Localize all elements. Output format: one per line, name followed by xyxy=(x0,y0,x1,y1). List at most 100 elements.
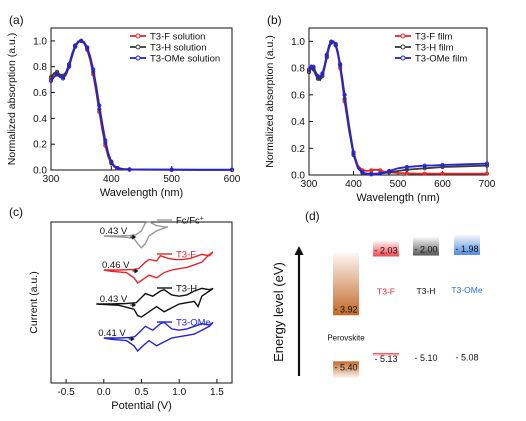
panel-label-3: (d) xyxy=(305,209,320,223)
series-point xyxy=(404,171,409,176)
series-point xyxy=(378,171,383,176)
homo-value-label: - 5.08 xyxy=(455,352,478,362)
homo-value-label: - 5.13 xyxy=(374,354,397,364)
lumo-bar-3 xyxy=(454,235,480,255)
series-point xyxy=(306,70,312,75)
series-point xyxy=(67,64,72,69)
series-point xyxy=(48,74,54,80)
x-tick-label: 500 xyxy=(390,179,407,190)
lumo-bar-2 xyxy=(413,237,439,256)
series-point xyxy=(311,64,316,69)
y-tick-label: 0.0 xyxy=(291,171,305,182)
y-tick-label: 0.4 xyxy=(33,114,47,125)
series-point xyxy=(360,170,365,175)
series-point xyxy=(54,72,60,77)
onset-label-0: 0.43 V xyxy=(100,226,128,237)
series-point xyxy=(85,45,90,50)
x-tick-label: 300 xyxy=(301,179,318,190)
legend-entry: T3-OMe xyxy=(176,318,211,329)
legend-marker xyxy=(400,55,406,61)
homo-bar-1 xyxy=(373,352,399,356)
panel-label-1: (b) xyxy=(267,13,282,27)
x-tick-label: 700 xyxy=(479,179,496,190)
series-point xyxy=(103,138,108,143)
legend-entry: T3-H solution xyxy=(150,43,207,54)
legend-entry: Fc/Fc+ xyxy=(176,215,204,227)
onset-label-2: 0.43 V xyxy=(100,294,128,305)
series-point xyxy=(97,103,102,108)
series-point xyxy=(73,44,78,49)
category-label-2: T3-H xyxy=(417,286,436,296)
lumo-value-label: - 2.03 xyxy=(374,245,397,255)
series-point xyxy=(369,172,374,177)
x-tick-label: 400 xyxy=(345,179,362,190)
series-point xyxy=(48,78,54,84)
legend-marker xyxy=(135,55,141,61)
lumo-value-label: - 1.98 xyxy=(455,244,478,254)
y-tick-label: 0.2 xyxy=(291,144,305,155)
homo-value-label: - 5.10 xyxy=(414,353,437,363)
series-point xyxy=(315,76,320,81)
legend-entry: T3-F xyxy=(176,250,196,261)
series-point xyxy=(338,61,343,67)
y-tick-label: 0.8 xyxy=(291,64,305,75)
y-axis-label: Current (a.u.) xyxy=(28,271,40,333)
series-point xyxy=(351,150,356,155)
y-axis-label: Energy level (eV) xyxy=(271,262,286,362)
category-label-1: T3-F xyxy=(377,287,395,297)
series-point xyxy=(169,167,174,172)
homo-value-label: - 5.40 xyxy=(334,362,357,372)
x-tick-label: 1.0 xyxy=(172,387,186,398)
series-point xyxy=(127,167,132,172)
onset-arrowhead-0 xyxy=(132,234,137,240)
legend-entry: T3-F film xyxy=(415,32,453,43)
x-tick-label: 300 xyxy=(43,174,60,185)
onset-label-3: 0.41 V xyxy=(98,328,126,339)
y-tick-label: 0.4 xyxy=(291,117,305,128)
cv-curve-0 xyxy=(103,220,169,249)
y-axis-label: Normalized absorption (a.u.) xyxy=(264,35,276,167)
x-axis-label: Potential (V) xyxy=(111,400,172,412)
y-axis-label: Normalized absorption (a.u.) xyxy=(6,33,18,165)
cv-curve-3 xyxy=(103,321,214,353)
legend-entry: T3-OMe solution xyxy=(150,54,220,65)
series-point xyxy=(484,171,490,176)
category-label-0: Perovskite xyxy=(327,333,365,342)
series-point xyxy=(440,162,445,168)
series-point xyxy=(440,171,445,176)
onset-label-1: 0.46 V xyxy=(102,260,130,271)
legend-entry: T3-H film xyxy=(415,43,454,54)
series-line-0-2 xyxy=(50,39,232,171)
series-point xyxy=(342,92,347,97)
series-point xyxy=(79,38,84,44)
lumo-bar-1 xyxy=(373,241,399,257)
y-tick-label: 0.0 xyxy=(33,166,47,177)
cv-curve-1 xyxy=(103,251,214,284)
x-tick-label: 500 xyxy=(163,174,180,185)
energy-axis-arrowhead xyxy=(294,246,304,255)
legend-marker xyxy=(400,44,406,50)
x-tick-label: 400 xyxy=(103,174,120,185)
plot-frame-1 xyxy=(308,27,488,176)
series-point xyxy=(333,41,338,47)
legend-entry: T3-F solution xyxy=(150,32,205,43)
onset-arrowhead-2 xyxy=(132,302,137,308)
x-tick-label: 600 xyxy=(434,179,451,190)
legend-marker xyxy=(135,33,141,39)
series-point xyxy=(329,39,334,44)
x-tick-label: 1.5 xyxy=(210,387,224,398)
x-axis-label: Wavelength (nm) xyxy=(100,187,183,199)
series-point xyxy=(422,171,427,176)
lumo-bar-0 xyxy=(333,253,359,316)
series-point xyxy=(60,76,66,81)
series-point xyxy=(320,71,325,76)
x-axis-label: Wavelength (nm) xyxy=(356,192,439,204)
plot-frame-2 xyxy=(50,221,233,384)
y-tick-label: 0.8 xyxy=(33,62,47,73)
series-point xyxy=(422,163,427,168)
series-point xyxy=(91,67,96,72)
series-point xyxy=(229,167,235,172)
series-point xyxy=(404,164,409,170)
panel-label-0: (a) xyxy=(9,13,24,27)
